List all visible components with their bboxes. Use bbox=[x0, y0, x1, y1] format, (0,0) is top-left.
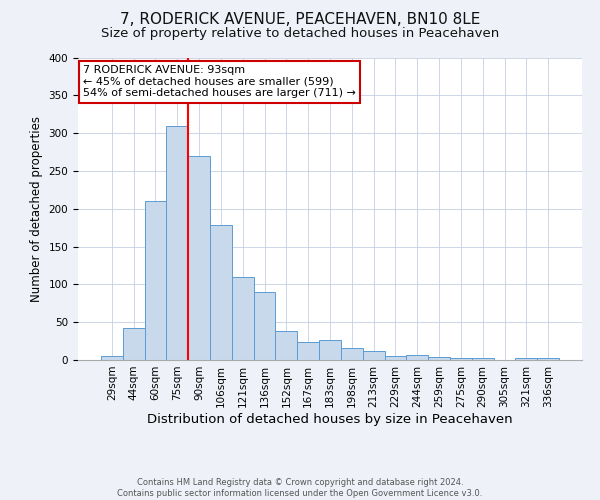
Bar bbox=[472, 358, 494, 360]
Bar bbox=[537, 358, 559, 360]
Bar bbox=[254, 292, 275, 360]
Text: 7, RODERICK AVENUE, PEACEHAVEN, BN10 8LE: 7, RODERICK AVENUE, PEACEHAVEN, BN10 8LE bbox=[120, 12, 480, 28]
Text: 7 RODERICK AVENUE: 93sqm
← 45% of detached houses are smaller (599)
54% of semi-: 7 RODERICK AVENUE: 93sqm ← 45% of detach… bbox=[83, 65, 356, 98]
Text: Size of property relative to detached houses in Peacehaven: Size of property relative to detached ho… bbox=[101, 28, 499, 40]
Bar bbox=[210, 226, 232, 360]
Bar bbox=[123, 328, 145, 360]
Bar bbox=[428, 357, 450, 360]
Text: Contains HM Land Registry data © Crown copyright and database right 2024.
Contai: Contains HM Land Registry data © Crown c… bbox=[118, 478, 482, 498]
Bar bbox=[385, 356, 406, 360]
Bar bbox=[341, 348, 363, 360]
Bar bbox=[166, 126, 188, 360]
Bar bbox=[297, 342, 319, 360]
X-axis label: Distribution of detached houses by size in Peacehaven: Distribution of detached houses by size … bbox=[147, 412, 513, 426]
Bar bbox=[101, 356, 123, 360]
Bar bbox=[406, 354, 428, 360]
Bar bbox=[363, 351, 385, 360]
Bar bbox=[515, 358, 537, 360]
Bar bbox=[450, 358, 472, 360]
Y-axis label: Number of detached properties: Number of detached properties bbox=[30, 116, 43, 302]
Bar bbox=[232, 277, 254, 360]
Bar bbox=[275, 332, 297, 360]
Bar bbox=[188, 156, 210, 360]
Bar bbox=[319, 340, 341, 360]
Bar bbox=[145, 201, 166, 360]
